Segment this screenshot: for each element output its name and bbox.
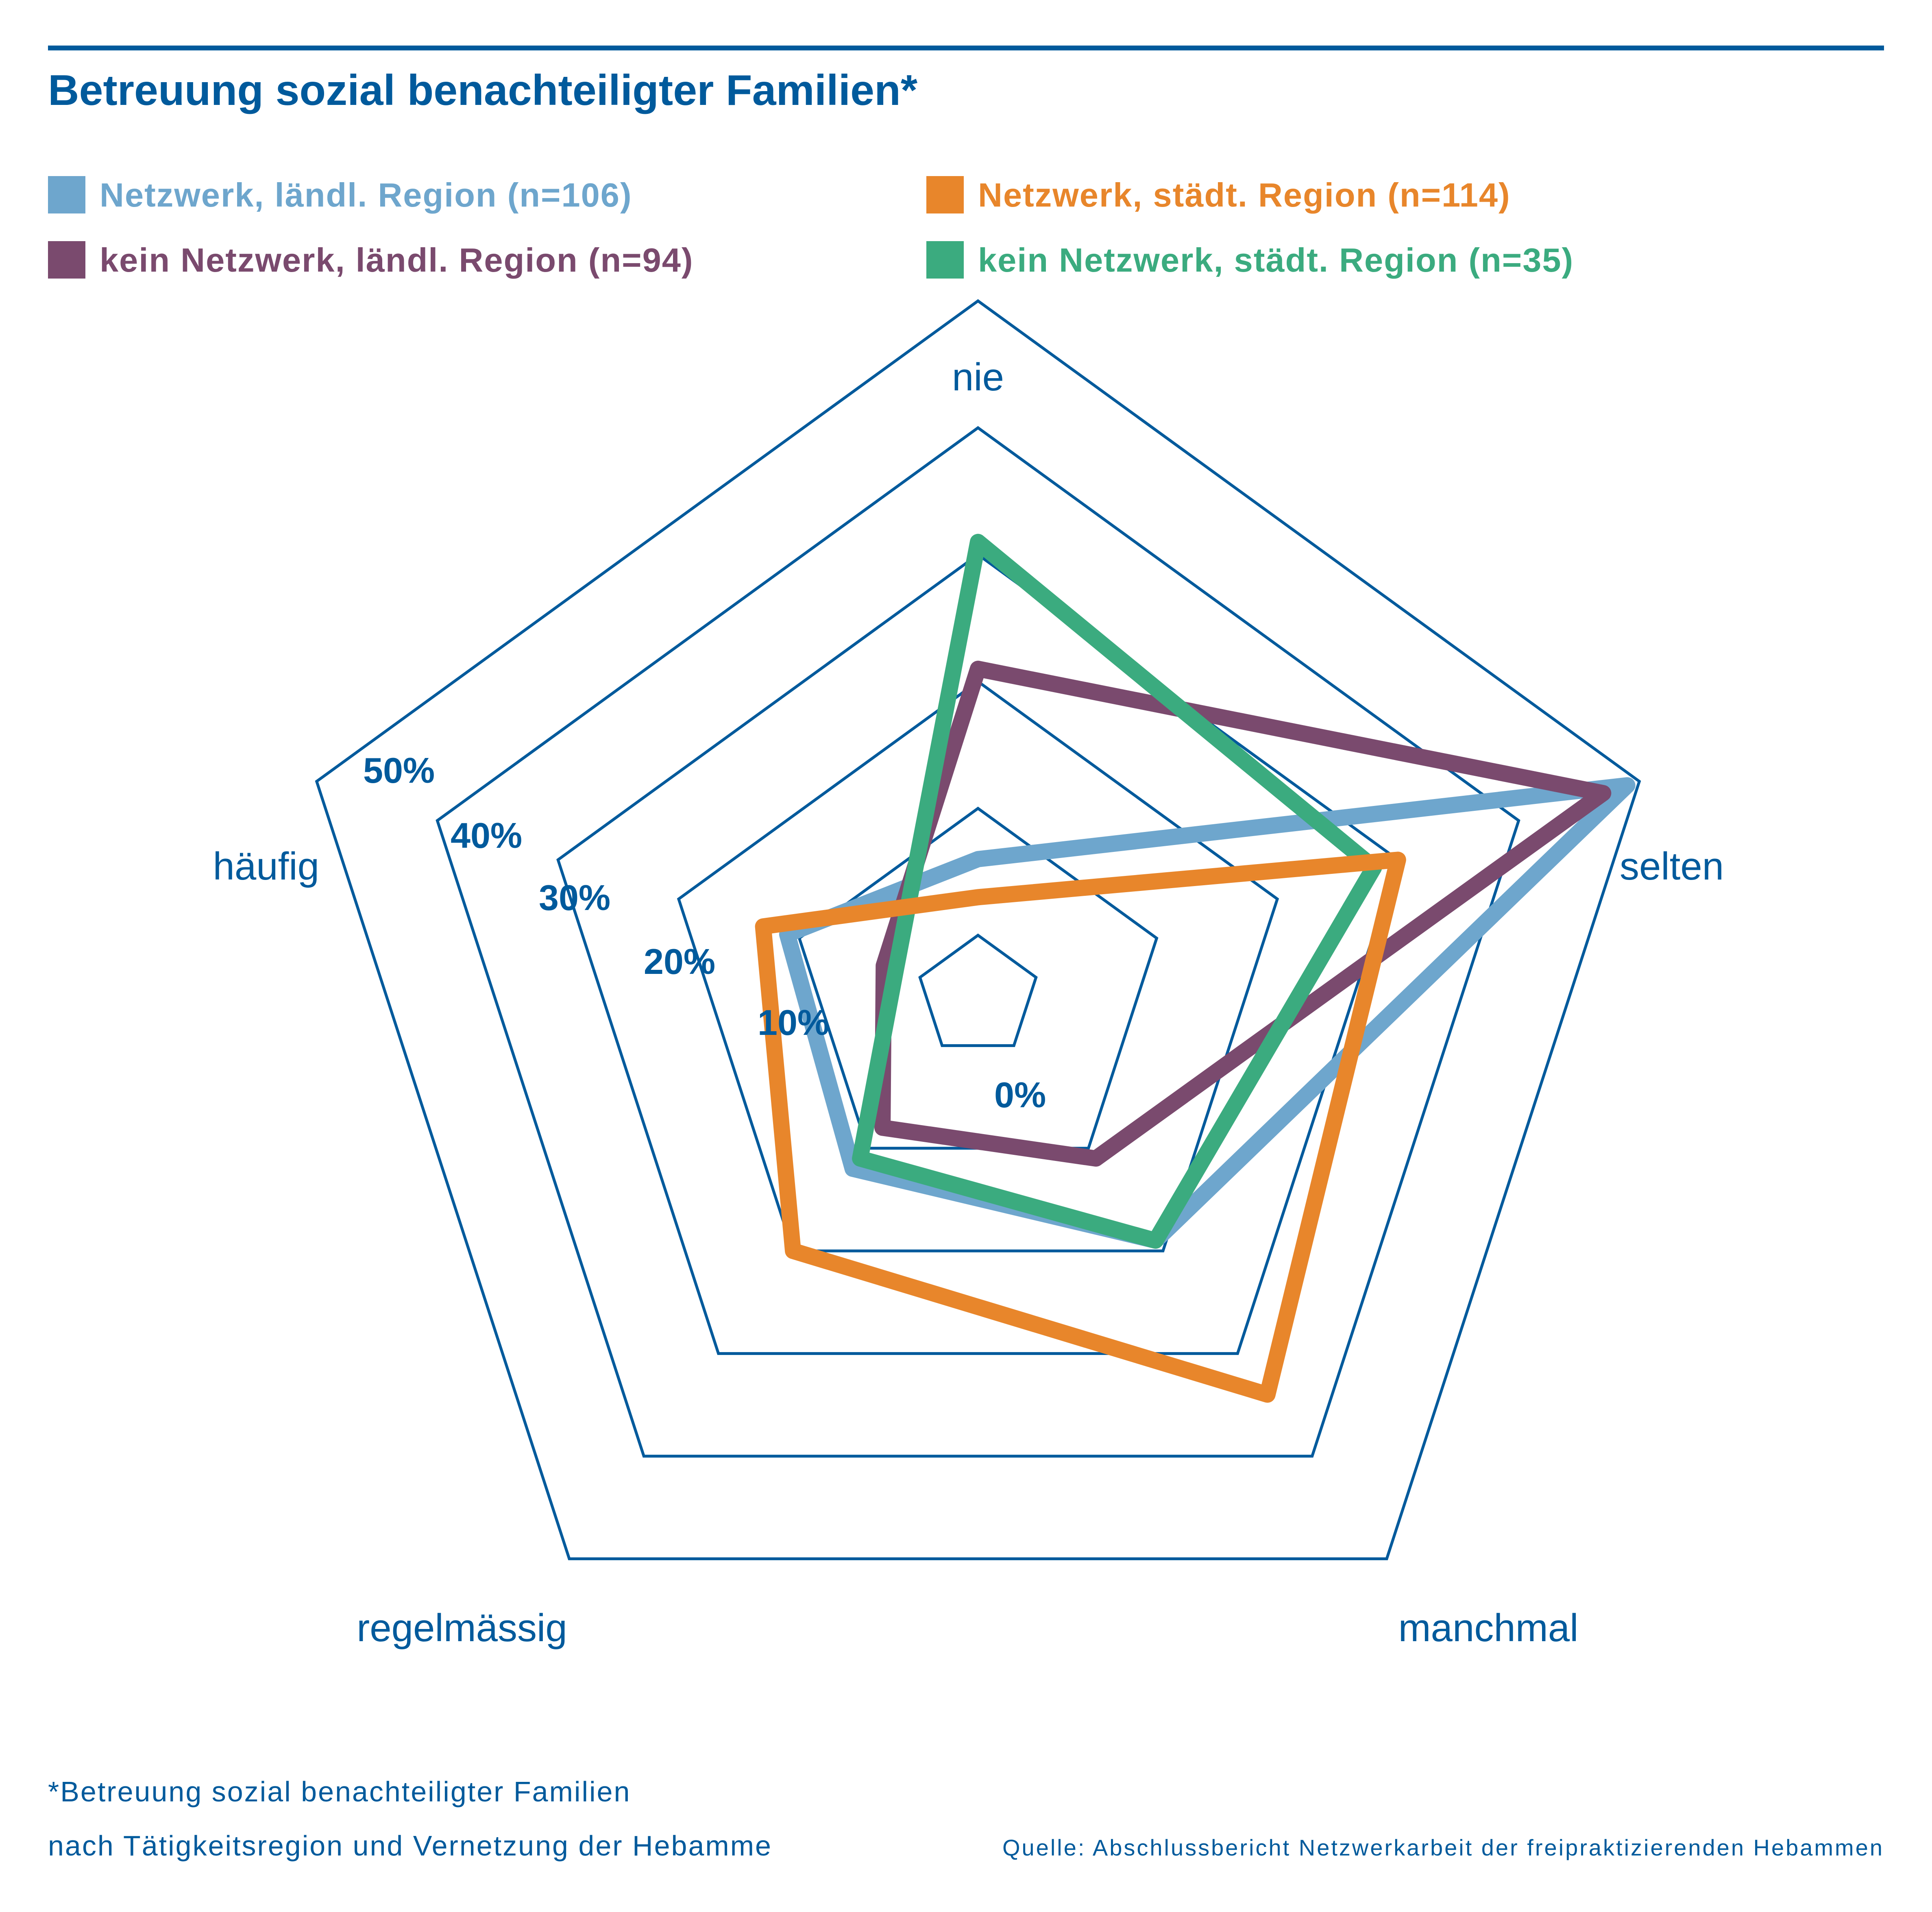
legend-entry: Netzwerk, ländl. Region (n=106): [48, 176, 632, 214]
footnote-line-2: nach Tätigkeitsregion und Vernetzung der…: [48, 1830, 772, 1862]
legend-entry: kein Netzwerk, ländl. Region (n=94): [48, 241, 694, 279]
tick-label-0: 0%: [994, 1075, 1046, 1115]
legend-swatch: [48, 241, 85, 279]
tick-label-20: 20%: [644, 941, 715, 982]
grid-ring-30: [556, 553, 1400, 1355]
legend-entry: Netzwerk, städt. Region (n=114): [926, 176, 1511, 214]
tick-label-10: 10%: [758, 1002, 829, 1043]
legend-entry: kein Netzwerk, städt. Region (n=35): [926, 241, 1574, 279]
tick-label-30: 30%: [539, 878, 610, 918]
axis-label-nie: nie: [952, 355, 1004, 399]
tick-labels: 0% 10% 20% 30% 40% 50%: [363, 750, 1046, 1115]
legend-swatch: [926, 176, 964, 213]
axis-label-selten: selten: [1620, 845, 1724, 888]
data-series: [755, 534, 1636, 1403]
legend-label: Netzwerk, ländl. Region (n=106): [100, 176, 632, 214]
legend: Netzwerk, ländl. Region (n=106) kein Net…: [48, 176, 1574, 279]
grid-ring-0: [918, 933, 1038, 1047]
series-line-3: [755, 851, 1406, 1403]
axis-label-manchmal: manchmal: [1398, 1606, 1579, 1650]
legend-label: kein Netzwerk, städt. Region (n=35): [978, 241, 1574, 279]
axis-label-regelmaessig: regelmässig: [357, 1606, 567, 1650]
legend-label: Netzwerk, städt. Region (n=114): [978, 176, 1511, 214]
axis-labels: nie selten manchmal regelmässig häufig: [213, 355, 1724, 1650]
grid-ring-20: [677, 679, 1279, 1252]
chart-title: Betreuung sozial benachteiligter Familie…: [48, 66, 918, 114]
radar-grid: [315, 299, 1641, 1560]
tick-label-40: 40%: [451, 815, 522, 856]
axis-label-haeufig: häufig: [213, 845, 319, 888]
legend-label: kein Netzwerk, ländl. Region (n=94): [100, 241, 694, 279]
legend-swatch: [926, 241, 964, 279]
tick-label-50: 50%: [363, 750, 435, 790]
legend-swatch: [48, 176, 85, 213]
grid-ring-50: [315, 299, 1641, 1560]
footnote-line-1: *Betreuung sozial benachteiligter Famili…: [48, 1776, 631, 1807]
source-note: Quelle: Abschlussbericht Netzwerkarbeit …: [1002, 1835, 1884, 1860]
